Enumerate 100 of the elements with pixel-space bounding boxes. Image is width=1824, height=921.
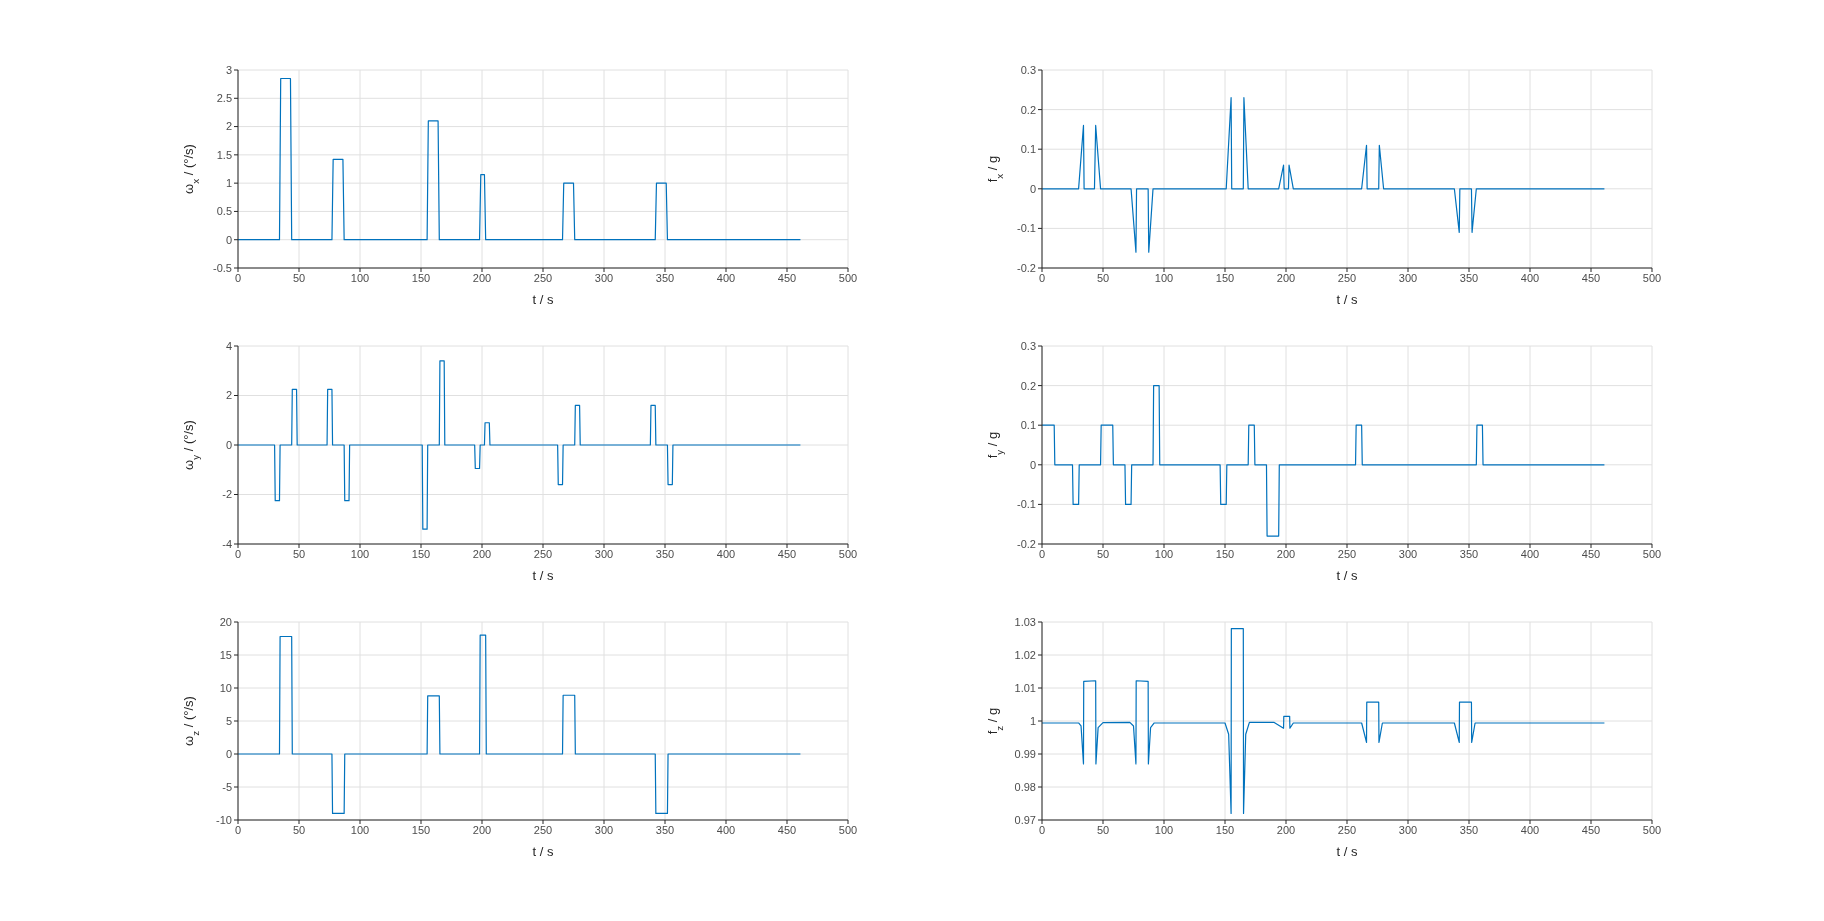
x-tick-label: 0 — [234, 823, 242, 836]
y-tick-label: 0.2 — [1020, 379, 1036, 392]
x-tick-label: 150 — [411, 547, 431, 560]
x-tick-label: 500 — [838, 271, 858, 284]
x-tick-label: 250 — [533, 547, 553, 560]
x-axis-title: t / s — [1336, 568, 1358, 583]
x-tick-label: 50 — [292, 271, 306, 284]
x-axis-title: t / s — [532, 292, 554, 307]
line-series — [1042, 628, 1606, 814]
x-axis-title: t / s — [532, 568, 554, 583]
x-tick-label: 450 — [777, 823, 797, 836]
x-tick-label: 300 — [594, 271, 614, 284]
x-tick-label: 500 — [1642, 271, 1662, 284]
y-tick-label: -2 — [222, 488, 232, 501]
x-tick-label: 450 — [1581, 547, 1601, 560]
line-series — [1042, 385, 1606, 537]
x-tick-label: 300 — [594, 823, 614, 836]
y-tick-label: 0.97 — [1014, 813, 1036, 826]
x-tick-label: 450 — [1581, 271, 1601, 284]
x-tick-label: 50 — [1096, 547, 1110, 560]
y-tick-label: 4 — [225, 339, 232, 352]
y-tick-label: 0 — [1029, 182, 1036, 195]
x-tick-label: 400 — [716, 823, 736, 836]
y-tick-label: -0.2 — [1017, 537, 1036, 550]
x-tick-label: 100 — [1154, 271, 1174, 284]
x-tick-label: 300 — [594, 547, 614, 560]
x-tick-label: 250 — [533, 271, 553, 284]
y-tick-label: -0.2 — [1017, 261, 1036, 274]
x-tick-label: 50 — [292, 823, 306, 836]
y-tick-label: 0.3 — [1020, 339, 1036, 352]
x-tick-label: 200 — [1276, 547, 1296, 560]
y-tick-label: 0.98 — [1014, 780, 1036, 793]
y-tick-label: 1.01 — [1014, 681, 1036, 694]
y-tick-label: 1 — [225, 177, 232, 190]
y-tick-label: 1 — [1029, 714, 1036, 727]
y-tick-label: 0.99 — [1014, 747, 1036, 760]
x-tick-label: 450 — [777, 271, 797, 284]
x-tick-label: 300 — [1398, 547, 1418, 560]
x-tick-label: 500 — [838, 823, 858, 836]
x-tick-label: 0 — [1038, 823, 1046, 836]
y-tick-label: 1.5 — [216, 148, 232, 161]
x-tick-label: 300 — [1398, 271, 1418, 284]
y-tick-label: 3 — [225, 63, 232, 76]
x-tick-label: 150 — [411, 271, 431, 284]
x-tick-label: 200 — [472, 547, 492, 560]
x-tick-label: 400 — [716, 271, 736, 284]
y-tick-label: -0.1 — [1017, 222, 1036, 235]
x-tick-label: 400 — [716, 547, 736, 560]
x-tick-label: 100 — [1154, 823, 1174, 836]
y-tick-label: 0 — [225, 233, 232, 246]
x-tick-label: 500 — [1642, 547, 1662, 560]
x-axis-title: t / s — [532, 844, 554, 859]
y-tick-label: 0.5 — [216, 205, 232, 218]
x-tick-label: 300 — [1398, 823, 1418, 836]
y-tick-label: 0 — [1029, 458, 1036, 471]
x-tick-label: 150 — [1215, 271, 1235, 284]
x-axis-title: t / s — [1336, 844, 1358, 859]
y-tick-label: 0 — [225, 438, 232, 451]
x-tick-label: 0 — [234, 271, 242, 284]
y-tick-label: 20 — [219, 615, 232, 628]
x-tick-label: 350 — [655, 547, 675, 560]
x-tick-label: 0 — [1038, 547, 1046, 560]
x-tick-label: 150 — [411, 823, 431, 836]
y-tick-label: 0 — [225, 747, 232, 760]
x-tick-label: 350 — [655, 823, 675, 836]
y-tick-label: 0.3 — [1020, 63, 1036, 76]
x-tick-label: 350 — [1459, 547, 1479, 560]
x-tick-label: 450 — [1581, 823, 1601, 836]
x-tick-label: 50 — [292, 547, 306, 560]
x-tick-label: 450 — [777, 547, 797, 560]
x-tick-label: 250 — [1337, 271, 1357, 284]
x-tick-label: 250 — [1337, 823, 1357, 836]
x-tick-label: 200 — [1276, 271, 1296, 284]
x-tick-label: 100 — [1154, 547, 1174, 560]
x-tick-label: 100 — [350, 271, 370, 284]
x-tick-label: 350 — [1459, 823, 1479, 836]
line-series — [238, 77, 802, 241]
x-tick-label: 100 — [350, 547, 370, 560]
x-tick-label: 350 — [655, 271, 675, 284]
y-tick-label: 2 — [225, 120, 232, 133]
y-tick-label: 15 — [219, 648, 232, 661]
y-tick-label: 0.2 — [1020, 103, 1036, 116]
x-tick-label: 200 — [472, 823, 492, 836]
y-tick-label: 5 — [225, 714, 232, 727]
line-series — [238, 360, 802, 530]
x-tick-label: 0 — [1038, 271, 1046, 284]
x-tick-label: 250 — [1337, 547, 1357, 560]
x-tick-label: 50 — [1096, 823, 1110, 836]
y-tick-label: 2 — [225, 389, 232, 402]
y-tick-label: -4 — [222, 537, 232, 550]
x-tick-label: 0 — [234, 547, 242, 560]
x-tick-label: 400 — [1520, 823, 1540, 836]
y-tick-label: 0.1 — [1020, 419, 1036, 432]
y-tick-label: -0.1 — [1017, 498, 1036, 511]
y-tick-label: -5 — [222, 780, 232, 793]
x-tick-label: 50 — [1096, 271, 1110, 284]
x-tick-label: 250 — [533, 823, 553, 836]
x-axis-title: t / s — [1336, 292, 1358, 307]
x-tick-label: 400 — [1520, 547, 1540, 560]
x-tick-label: 100 — [350, 823, 370, 836]
